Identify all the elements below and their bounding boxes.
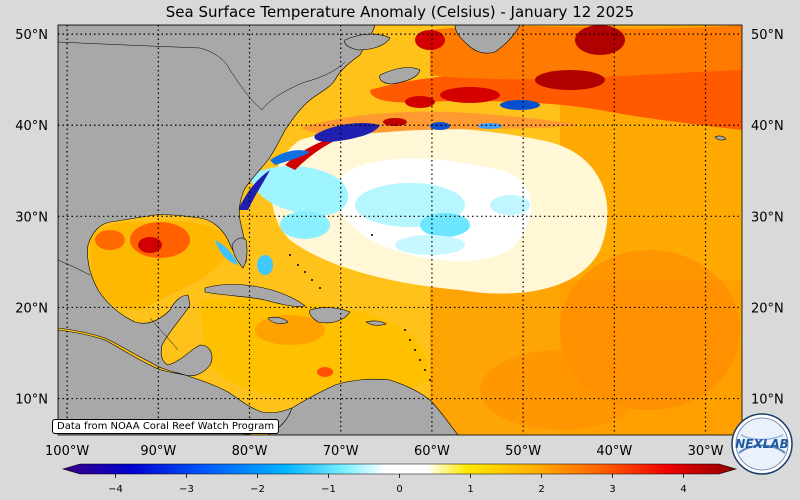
hot-spot	[138, 237, 162, 253]
longitude-tick-label: 100°W	[45, 444, 89, 459]
longitude-tick-label: 60°W	[414, 444, 450, 459]
hot-spot	[415, 30, 445, 50]
hispaniola-land	[309, 307, 351, 324]
azores-land	[714, 135, 727, 141]
island-outlines	[289, 234, 431, 381]
latitude-tick-label: 20°N	[751, 301, 784, 316]
cold-shelf	[314, 123, 380, 142]
colorbar-tick-label: −2	[250, 484, 265, 495]
hot-spot	[535, 70, 605, 90]
nexlab-logo[interactable]: NEXLAB	[731, 413, 793, 475]
plot-frame	[57, 24, 743, 436]
newfoundland-land	[454, 25, 521, 54]
warm-patch	[480, 350, 640, 430]
colorbar-tick-label: 3	[609, 484, 615, 495]
latitude-tick-label: 10°N	[751, 393, 784, 408]
hot-spot	[575, 25, 625, 55]
colorbar-tick-label: −1	[321, 484, 336, 495]
cold-spot	[430, 122, 450, 130]
land	[58, 25, 727, 435]
colorbar-tick-label: 0	[396, 484, 402, 495]
colorbar-tick-label: −4	[108, 484, 123, 495]
cold-spot	[478, 123, 502, 129]
warm-patch	[255, 315, 325, 345]
cuba-land	[204, 284, 306, 307]
cold-shelf	[270, 150, 310, 165]
warm-patch	[130, 222, 190, 258]
longitude-tick-label: 90°W	[140, 444, 176, 459]
plot-area	[58, 25, 742, 435]
colorbar-bar	[61, 463, 738, 475]
nova-scotia-land	[379, 67, 421, 85]
longitude-tick-label: 80°W	[232, 444, 268, 459]
hot-spot	[383, 118, 407, 126]
longitude-tick-label: 50°W	[505, 444, 541, 459]
latitude-tick-label: 50°N	[751, 28, 784, 43]
cool-patch	[215, 240, 238, 265]
latitude-labels-right: 50°N 40°N 30°N 20°N 10°N	[751, 28, 784, 407]
cold-spot	[500, 100, 540, 110]
gulf-of-mexico	[90, 220, 235, 311]
latitude-tick-label: 20°N	[15, 301, 48, 316]
colorbar-tick-label: 2	[538, 484, 544, 495]
latitude-tick-label: 50°N	[15, 28, 48, 43]
latitude-tick-label: 40°N	[15, 119, 48, 134]
logo-text: NEXLAB	[735, 437, 789, 451]
hot-spot	[405, 96, 435, 108]
puerto-rico-land	[365, 320, 387, 326]
hot-spot	[440, 87, 500, 103]
longitude-tick-label: 70°W	[323, 444, 359, 459]
cool-patch	[257, 255, 273, 275]
colorbar: −4 −3 −2 −1 0 1 2 3 4	[61, 463, 738, 495]
cold-shelf	[238, 170, 270, 210]
colorbar-ticks: −4 −3 −2 −1 0 1 2 3 4	[108, 474, 687, 495]
cool-patch	[280, 211, 330, 239]
longitude-tick-label: 30°W	[688, 444, 724, 459]
political-borders	[58, 41, 346, 351]
warm-patch	[317, 367, 333, 377]
graticule	[58, 25, 742, 435]
latitude-tick-label: 30°N	[751, 210, 784, 225]
north-america-land	[58, 25, 376, 377]
latitude-tick-label: 10°N	[15, 393, 48, 408]
cool-patch	[250, 165, 349, 216]
florida-land	[231, 237, 248, 269]
longitude-tick-label: 40°W	[596, 444, 632, 459]
colorbar-tick-label: −3	[179, 484, 194, 495]
colorbar-tick-label: 4	[680, 484, 686, 495]
latitude-tick-label: 40°N	[751, 119, 784, 134]
gulf-stream	[285, 130, 360, 170]
colorbar-tick-label: 1	[467, 484, 473, 495]
latitude-labels-left: 50°N 40°N 30°N 20°N 10°N	[15, 28, 48, 407]
cool-patch	[395, 235, 465, 255]
latitude-tick-label: 30°N	[15, 210, 48, 225]
map-title: Sea Surface Temperature Anomaly (Celsius…	[165, 3, 635, 21]
longitude-labels: 100°W 90°W 80°W 70°W 60°W 50°W 40°W 30°W	[45, 444, 724, 459]
warm-patch	[95, 230, 125, 250]
cool-patch	[490, 195, 530, 215]
jamaica-land	[267, 316, 289, 324]
data-source-note: Data from NOAA Coral Reef Watch Program	[52, 419, 280, 434]
